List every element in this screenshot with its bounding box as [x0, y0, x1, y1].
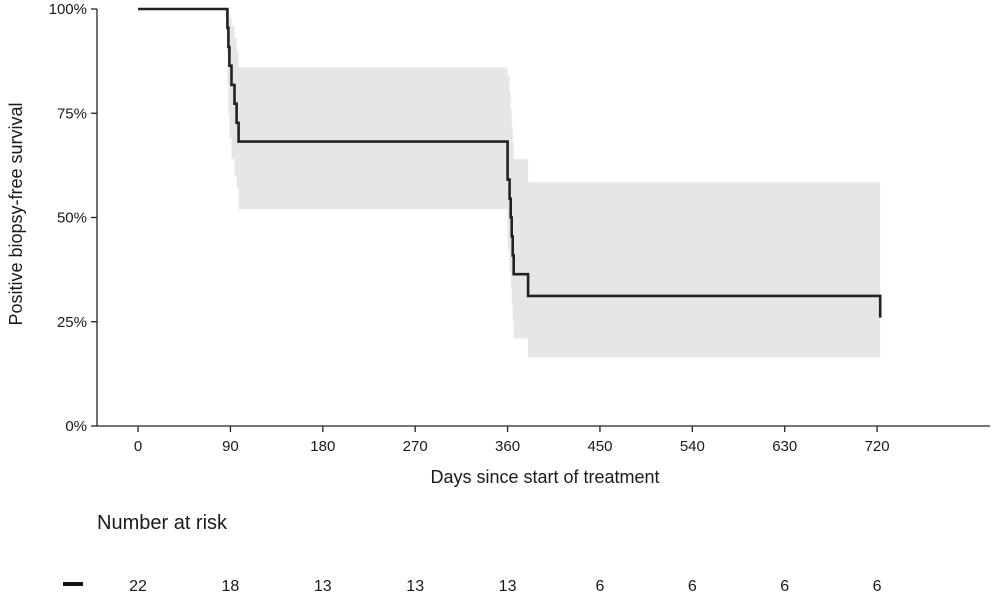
- risk-table-value: 6: [688, 578, 697, 595]
- risk-table-value: 22: [129, 578, 147, 595]
- y-axis-ticks: 0% 25% 50% 75% 100%: [49, 1, 97, 435]
- risk-table-title: Number at risk: [97, 512, 228, 534]
- y-tick-label: 75%: [57, 105, 87, 122]
- risk-table-value: 13: [406, 578, 424, 595]
- x-tick-label: 90: [222, 438, 239, 455]
- y-tick-label: 0%: [65, 418, 87, 435]
- x-tick-label: 630: [772, 438, 797, 455]
- x-tick-label: 540: [680, 438, 705, 455]
- x-tick-label: 360: [495, 438, 520, 455]
- y-tick-label: 25%: [57, 314, 87, 331]
- risk-table-value: 18: [222, 578, 240, 595]
- risk-table-value: 6: [780, 578, 789, 595]
- risk-table-value: 6: [873, 578, 882, 595]
- risk-table-value: 13: [314, 578, 332, 595]
- x-axis-ticks: 0 90 180 270 360 450 540 630 720: [134, 426, 890, 455]
- survival-curve: [138, 7, 882, 318]
- risk-table-value: 6: [596, 578, 605, 595]
- risk-table-strata-swatch: [63, 582, 83, 586]
- y-tick-label: 100%: [49, 1, 87, 18]
- x-axis-title: Days since start of treatment: [430, 467, 659, 487]
- y-axis-title: Positive biopsy-free survival: [6, 102, 26, 325]
- x-tick-label: 180: [310, 438, 335, 455]
- risk-table-value: 13: [499, 578, 517, 595]
- y-tick-label: 50%: [57, 210, 87, 227]
- x-tick-label: 0: [134, 438, 142, 455]
- risk-table-values: 22 18 13 13 13 6 6 6 6: [129, 578, 881, 595]
- x-tick-label: 450: [587, 438, 612, 455]
- x-tick-label: 270: [403, 438, 428, 455]
- survival-step-line: [138, 7, 882, 318]
- x-tick-label: 720: [865, 438, 890, 455]
